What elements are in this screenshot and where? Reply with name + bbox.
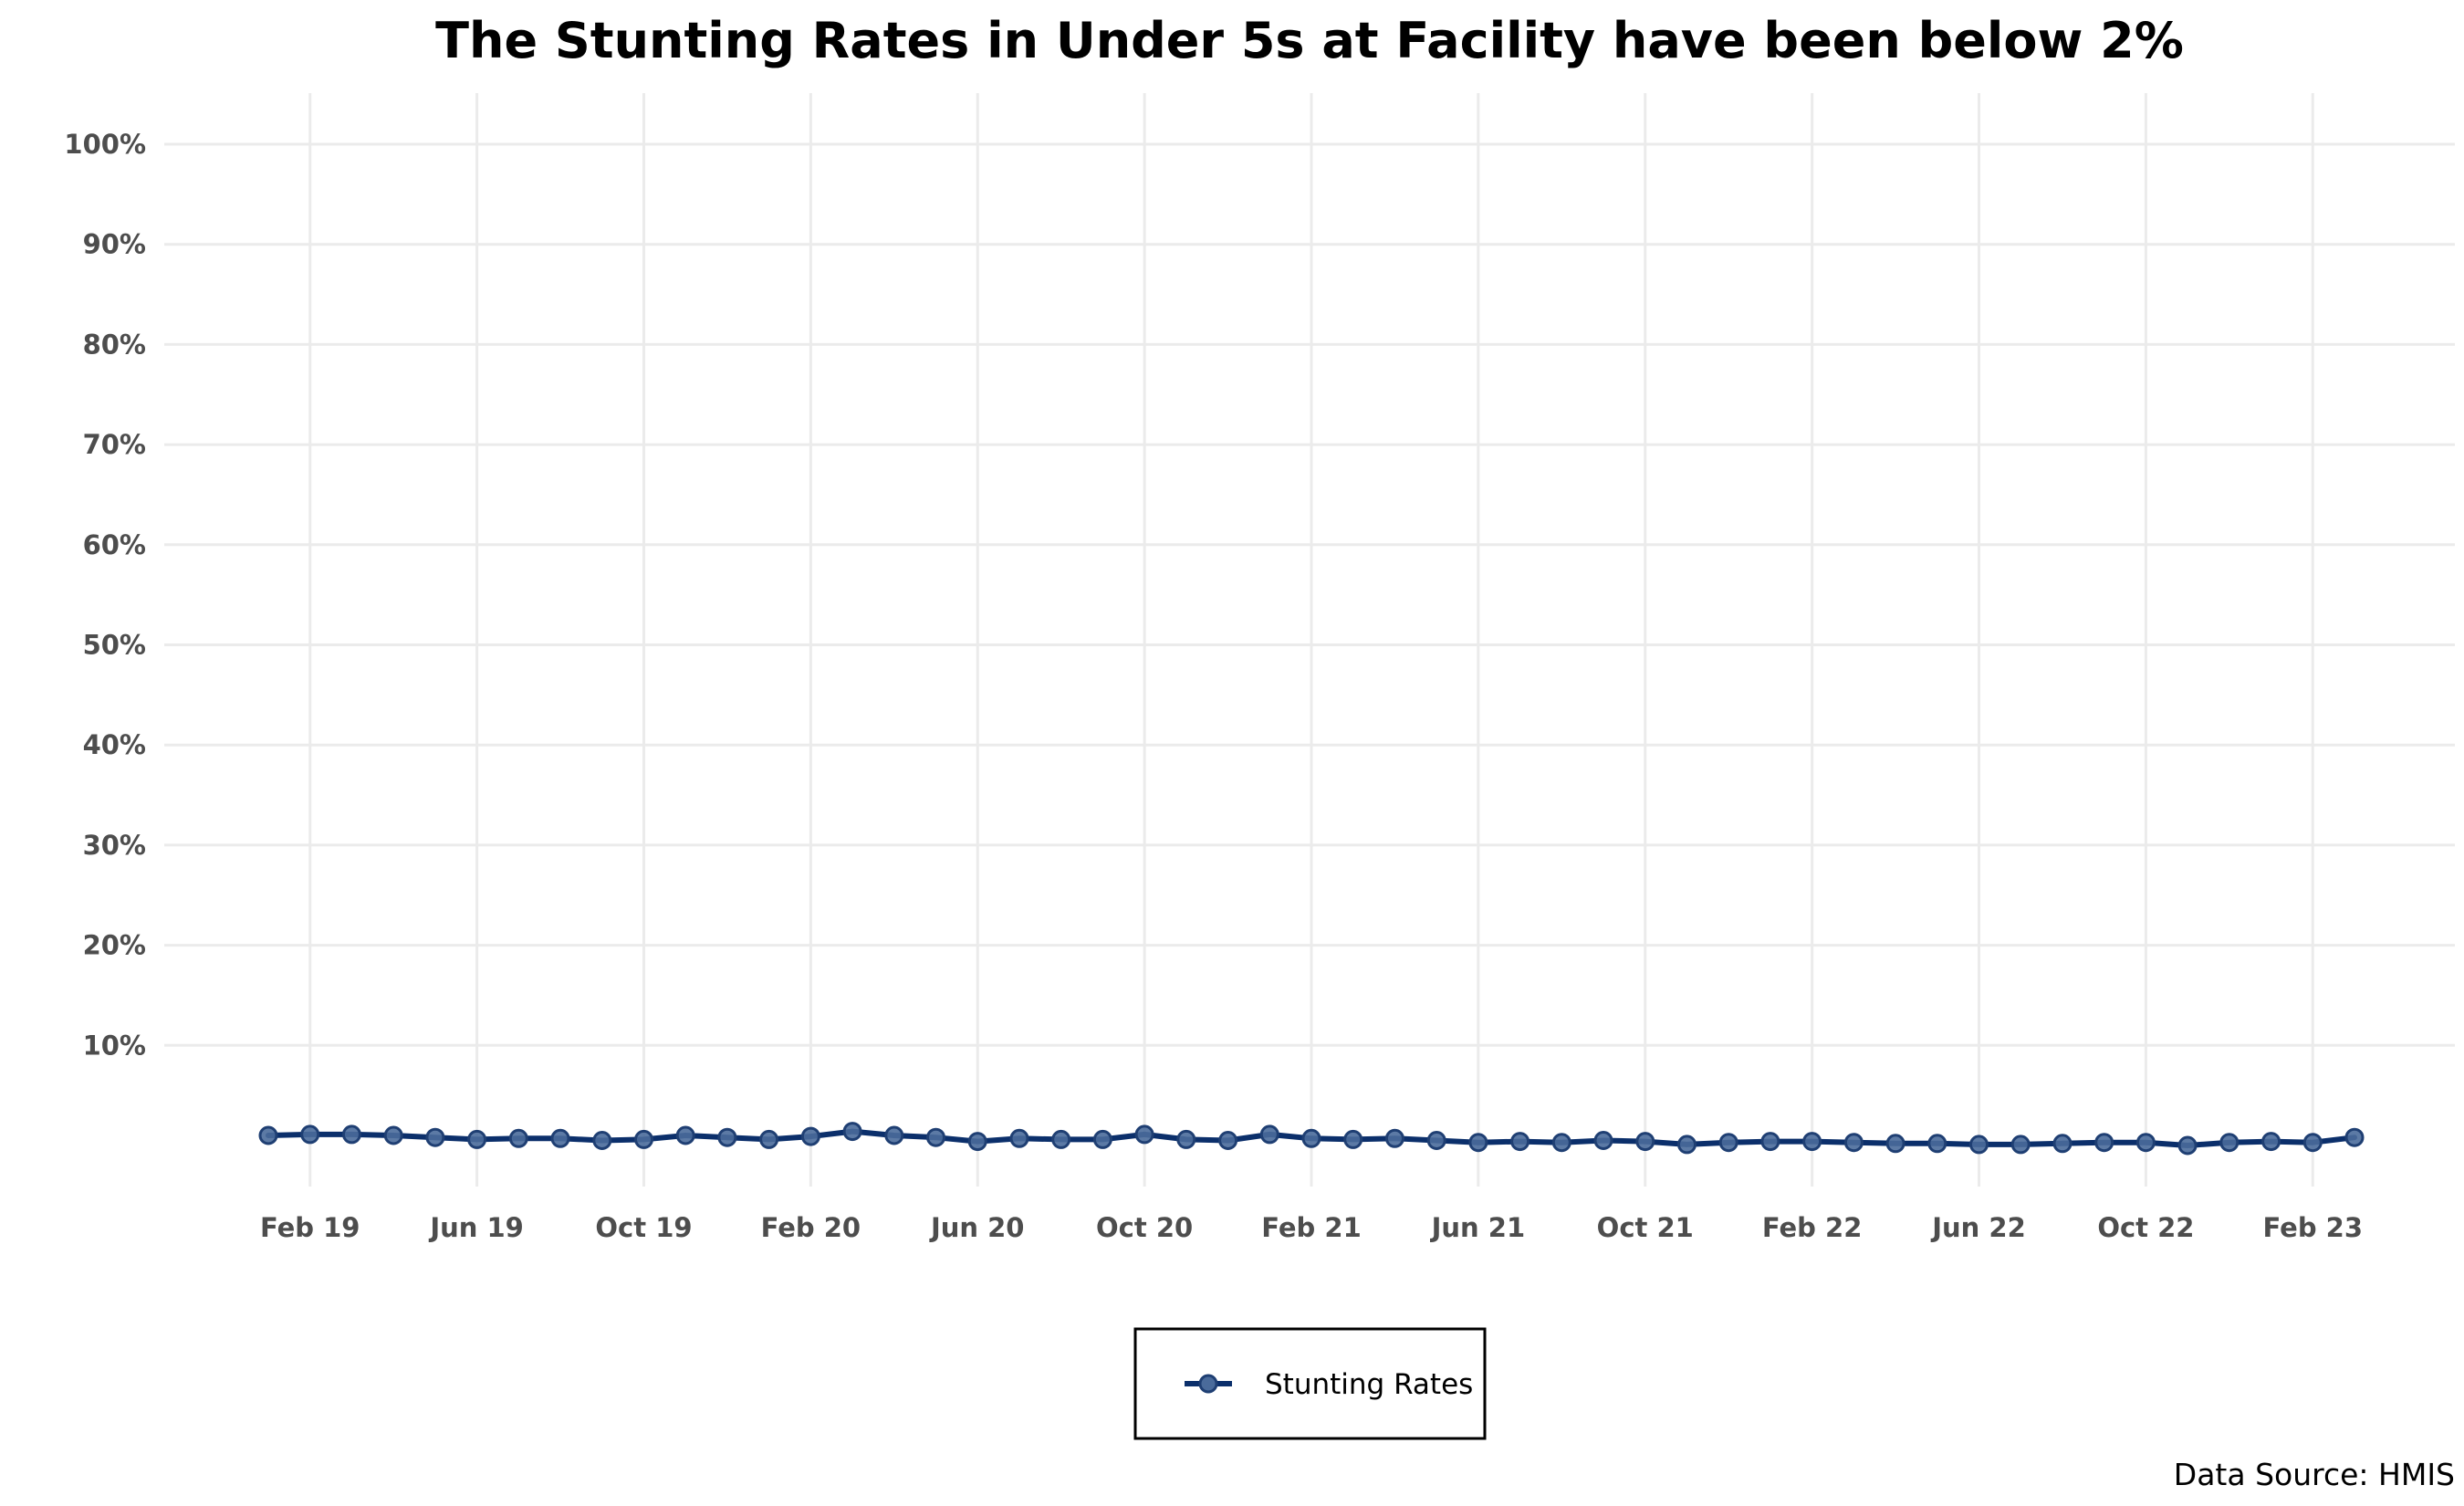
data-point [2177, 1135, 2198, 1156]
x-tick-label: Jun 19 [428, 1212, 524, 1243]
data-point [1468, 1133, 1488, 1153]
data-point [383, 1125, 403, 1145]
legend: Stunting Rates [1133, 1327, 1487, 1440]
data-point [967, 1132, 987, 1152]
data-point [1760, 1132, 1780, 1152]
series-stunting-rates [258, 1122, 2365, 1156]
legend-marker-key [1198, 1374, 1218, 1394]
data-point [884, 1125, 904, 1145]
y-gridlines [164, 142, 2455, 1047]
data-point [508, 1128, 528, 1148]
data-point [1134, 1124, 1154, 1145]
data-point [2344, 1127, 2365, 1147]
x-gridlines [308, 93, 2314, 1187]
data-point [2302, 1133, 2323, 1153]
data-point [1384, 1128, 1404, 1148]
data-point [1218, 1131, 1238, 1150]
data-point [1969, 1135, 1989, 1155]
y-tick-label: 60% [83, 529, 146, 560]
data-point [1259, 1124, 1279, 1145]
data-point [300, 1124, 320, 1145]
data-point [1802, 1132, 1822, 1152]
data-point [1927, 1134, 1947, 1154]
y-tick-label: 100% [64, 129, 146, 160]
data-point [258, 1125, 278, 1145]
x-tick-label: Feb 23 [2263, 1212, 2364, 1243]
data-point [717, 1127, 737, 1147]
data-point [1635, 1132, 1655, 1152]
data-point [1051, 1129, 1071, 1149]
data-point [1593, 1131, 1613, 1150]
x-tick-label: Feb 22 [1762, 1212, 1863, 1243]
data-point [2219, 1133, 2240, 1153]
y-tick-label: 90% [83, 229, 146, 260]
chart-title: The Stunting Rates in Under 5s at Facili… [435, 12, 2184, 69]
data-point [1009, 1128, 1029, 1148]
data-point [1176, 1129, 1196, 1149]
data-point [1343, 1129, 1363, 1149]
y-tick-label: 50% [83, 630, 146, 661]
data-point [550, 1128, 570, 1148]
x-tick-label: Jun 20 [929, 1212, 1025, 1243]
x-tick-label: Oct 21 [1597, 1212, 1694, 1243]
data-point [1426, 1131, 1446, 1150]
data-point [1843, 1133, 1864, 1153]
x-tick-label: Oct 19 [595, 1212, 692, 1243]
data-point [1551, 1133, 1571, 1153]
data-point [675, 1125, 695, 1145]
data-point [1301, 1128, 1321, 1148]
legend-label: Stunting Rates [1265, 1368, 1473, 1401]
data-point [2094, 1133, 2114, 1153]
data-source-caption: Data Source: HMIS [2174, 1457, 2455, 1492]
data-point [1885, 1134, 1905, 1154]
data-point [634, 1129, 653, 1149]
x-tick-label: Feb 19 [260, 1212, 360, 1243]
data-point [2010, 1135, 2031, 1155]
x-tick-label: Oct 22 [2097, 1212, 2194, 1243]
y-axis-tick-labels: 10% 20% 30% 40% 50% 60% 70% 80% 90% 100% [64, 129, 146, 1061]
data-point [1718, 1133, 1738, 1153]
y-tick-label: 30% [83, 830, 146, 861]
x-tick-label: Feb 21 [1261, 1212, 1362, 1243]
x-tick-label: Feb 20 [761, 1212, 861, 1243]
data-point [1510, 1132, 1530, 1152]
data-point [2135, 1133, 2156, 1153]
data-point [759, 1129, 779, 1149]
y-tick-label: 40% [83, 729, 146, 760]
y-tick-label: 80% [83, 329, 146, 360]
x-tick-label: Jun 21 [1430, 1212, 1526, 1243]
data-point [1677, 1135, 1697, 1155]
data-point [2052, 1134, 2072, 1154]
y-tick-label: 20% [83, 930, 146, 961]
data-point [2261, 1132, 2281, 1152]
data-point [467, 1129, 487, 1149]
data-point [800, 1126, 820, 1146]
data-point [425, 1127, 445, 1147]
y-tick-label: 70% [83, 429, 146, 460]
y-tick-label: 10% [83, 1030, 146, 1061]
data-point [1092, 1129, 1112, 1149]
data-point [842, 1122, 862, 1142]
x-tick-label: Oct 20 [1096, 1212, 1193, 1243]
x-tick-label: Jun 22 [1930, 1212, 2026, 1243]
data-point [592, 1131, 612, 1150]
x-axis-tick-labels: Feb 19 Jun 19 Oct 19 Feb 20 Jun 20 Oct 20 Feb … [260, 1212, 2363, 1243]
data-point [926, 1127, 945, 1147]
data-point [341, 1124, 361, 1145]
